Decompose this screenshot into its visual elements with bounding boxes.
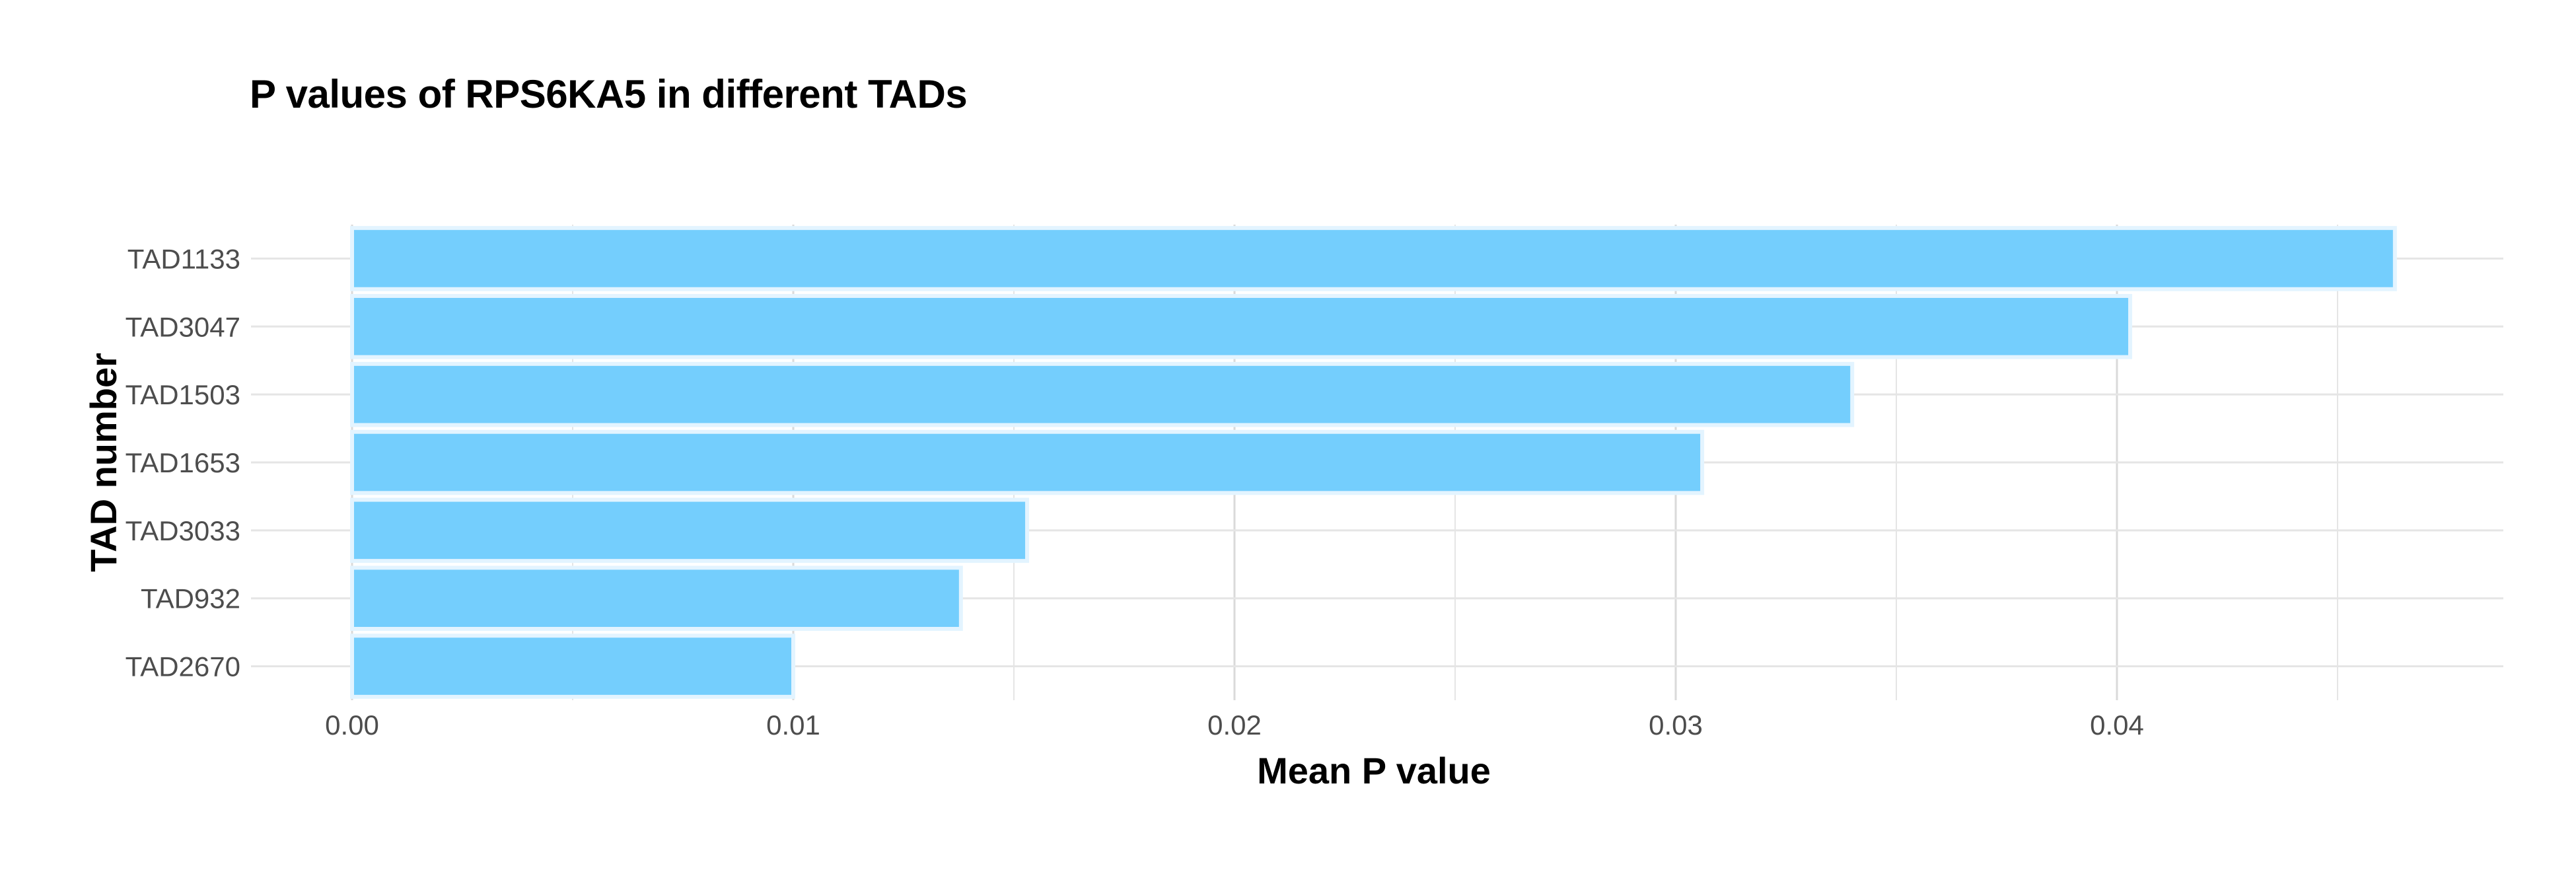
bar-tad932 [350, 565, 963, 632]
x-tick-label: 0.02 [1207, 709, 1262, 741]
bar-tad3047 [350, 294, 2133, 359]
bar-tad1133 [350, 226, 2397, 291]
y-tick-label: TAD2670 [125, 651, 240, 682]
y-tick-label: TAD3047 [125, 311, 240, 342]
x-tick-label: 0.00 [325, 709, 379, 741]
bar-tad2670 [350, 634, 795, 699]
y-tick-label: TAD1133 [127, 243, 240, 274]
x-tick-label: 0.01 [766, 709, 820, 741]
bar-tad1503 [350, 361, 1855, 427]
bar-tad1653 [350, 429, 1705, 495]
x-tick-label: 0.03 [1649, 709, 1703, 741]
y-tick-label: TAD932 [141, 583, 240, 614]
chart-title: P values of RPS6KA5 in different TADs [250, 72, 968, 116]
y-axis-title: TAD number [83, 353, 124, 572]
x-axis-title: Mean P value [1257, 750, 1491, 791]
y-tick-label: TAD1653 [125, 447, 240, 478]
x-tick-label: 0.04 [2090, 709, 2144, 741]
y-tick-label: TAD3033 [125, 515, 240, 546]
y-tick-label: TAD1503 [125, 379, 240, 410]
bar-tad3033 [350, 497, 1030, 563]
